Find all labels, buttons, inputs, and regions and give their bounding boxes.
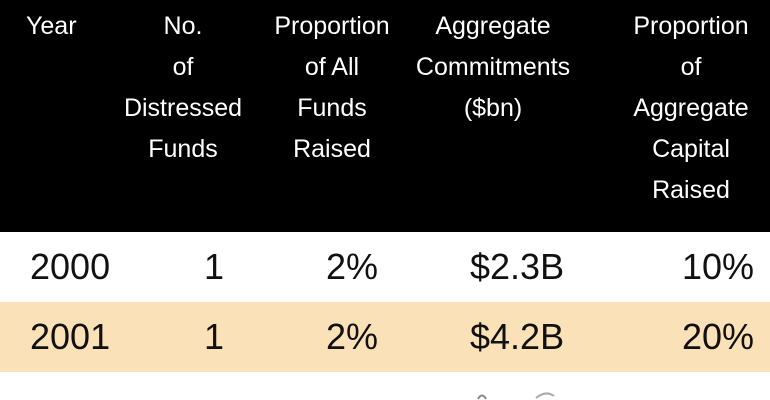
header-line: Proportion [274,12,390,40]
header-line: Raised [293,135,371,163]
header-line: of [172,53,194,81]
table-row: 2000 1 2% $2.3B 10% [0,232,770,302]
header-line: No. [163,12,203,40]
header-line: Distressed [123,94,243,122]
cell-distressed-funds: 1 [204,246,225,287]
header-line: Raised [652,176,730,204]
table-row-partial [0,372,770,400]
header-line: of [680,53,702,81]
column-header-aggregate-commitments: Aggregate Commitments ($bn) [408,6,578,129]
column-header-proportion-funds: Proportion of All Funds Raised [258,6,406,170]
cell-proportion-funds: 2% [325,246,378,287]
cell-aggregate-commitments: $4.2B [470,316,565,357]
table-header: Year No. of Distressed Funds Proportion … [0,0,770,232]
cropped-text-fragment [477,392,555,400]
header-line: ($bn) [463,94,523,122]
cell-proportion-capital: 10% [681,246,754,287]
header-line: Aggregate [435,12,551,40]
header-line: Year [26,12,77,40]
cell-distressed-funds: 1 [204,316,225,357]
column-header-year: Year [26,6,96,47]
cell-aggregate-commitments: $2.3B [470,246,565,287]
header-line: Commitments [415,53,571,81]
cell-proportion-funds: 2% [325,316,378,357]
column-header-proportion-capital: Proportion of Aggregate Capital Raised [612,6,770,211]
cell-year: 2000 [30,246,111,287]
header-line: Funds [148,135,218,163]
header-line: Funds [297,94,367,122]
header-line: Proportion [633,12,749,40]
header-line: Aggregate [633,94,749,122]
cell-year: 2001 [30,316,111,357]
cell-proportion-capital: 20% [681,316,754,357]
header-line: of All [304,53,360,81]
header-line: Capital [652,135,730,163]
column-header-distressed-funds: No. of Distressed Funds [108,6,258,170]
table-row: 2001 1 2% $4.2B 20% [0,302,770,372]
